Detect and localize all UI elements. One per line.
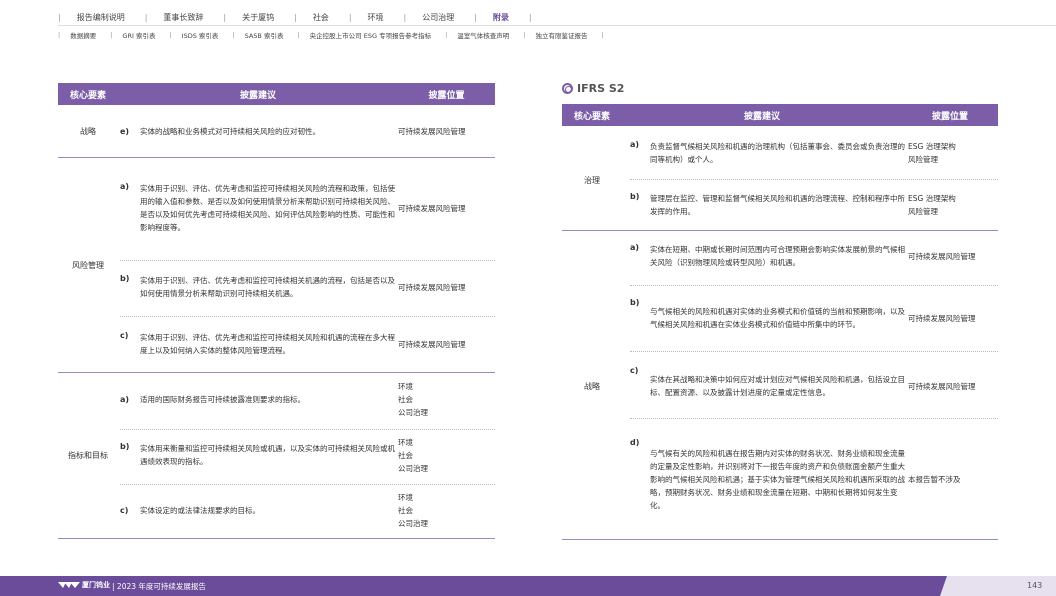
table-row: e) 实体的战略和业务模式对可持续相关风险的应对韧性。 可持续发展风险管理 bbox=[120, 126, 466, 136]
table-row: c) 实体在其战略和决策中如何应对或计划应对气候相关风险和机遇，包括设立目标、配… bbox=[630, 366, 976, 397]
group-metrics-targets: 指标和目标 bbox=[68, 450, 108, 460]
table-row: b) 实体用于识别、评估、优先考虑和监控可持续相关机遇的流程，包括是否以及如何使… bbox=[120, 274, 466, 298]
nav-divider bbox=[58, 25, 1056, 26]
nav-item-environment[interactable]: | 环境 bbox=[348, 12, 384, 22]
nav-item-about[interactable]: | 关于厦钨 bbox=[223, 12, 275, 22]
table-row: b) 实体用来衡量和监控可持续相关风险或机遇，以及实体的可持续相关风险或机遇绩效… bbox=[120, 437, 428, 473]
nav-item-chairman[interactable]: | 董事长致辞 bbox=[144, 12, 204, 22]
group-risk-management: 风险管理 bbox=[72, 260, 104, 270]
group-strategy: 战略 bbox=[584, 381, 600, 391]
header-suggestion: 披露建议 bbox=[239, 90, 276, 101]
table-row: c) 实体设定的或法律法规要求的目标。 环境 社会 公司治理 bbox=[120, 492, 428, 528]
table-row: b) 与气候相关的风险和机遇对实体的业务模式和价值链的当前和预期影响，以及气候相… bbox=[630, 298, 976, 329]
table-row: a) 适用的国际财务报告可持续披露准则要求的指标。 环境 社会 公司治理 bbox=[120, 381, 428, 417]
header-location: 披露位置 bbox=[931, 111, 968, 122]
table-row: a) 实体用于识别、评估、优先考虑和监控可持续相关风险的流程和政策，包括使用的输… bbox=[120, 182, 466, 232]
subnav-ghg-statement[interactable]: 温室气体核查声明 bbox=[457, 32, 510, 40]
divider bbox=[58, 157, 495, 158]
header-core-element: 核心要素 bbox=[573, 111, 610, 122]
divider bbox=[58, 372, 495, 373]
subnav-esg-reference[interactable]: 央企控股上市公司 ESG 专项报告参考指标 bbox=[309, 32, 432, 40]
divider bbox=[562, 230, 998, 231]
table-row: a) 负责监督气候相关风险和机遇的治理机构（包括董事会、委员会或负责治理的同等机… bbox=[630, 140, 956, 164]
table-row: d) 与气候有关的风险和机遇在报告期内对实体的财务状况、财务业绩和现金流量的定量… bbox=[630, 438, 961, 510]
divider bbox=[630, 351, 998, 352]
divider bbox=[630, 418, 998, 419]
divider bbox=[120, 260, 495, 261]
header-core-element: 核心要素 bbox=[69, 90, 106, 101]
logo-mark-icon bbox=[58, 582, 80, 588]
table-row: b) 管理层在监控、管理和监督气候相关风险和机遇的治理流程、控制和程序中所发挥的… bbox=[630, 192, 956, 216]
primary-nav: | 报告编制说明 | 董事长致辞 | 关于厦钨 | 社会 | 环境 | 公司治理 | 附录 | bbox=[58, 10, 548, 24]
table-row: c) 实体用于识别、评估、优先考虑和监控可持续相关风险和机遇的流程在多大程度上以… bbox=[120, 331, 466, 355]
divider bbox=[630, 285, 998, 286]
group-governance: 治理 bbox=[584, 175, 600, 185]
subnav-gri[interactable]: GRI 索引表 bbox=[122, 32, 156, 40]
footer-bar bbox=[0, 576, 1000, 596]
page-number: 143 bbox=[1027, 581, 1043, 590]
subnav-data-summary[interactable]: 数据摘要 bbox=[70, 32, 97, 40]
divider bbox=[120, 429, 495, 430]
divider bbox=[120, 484, 495, 485]
nav-item-society[interactable]: | 社会 bbox=[294, 12, 329, 22]
nav-item-report-notes[interactable]: | 报告编制说明 bbox=[58, 12, 125, 22]
subnav-assurance[interactable]: 独立有限鉴证报告 bbox=[535, 32, 588, 40]
company-logo: 厦门钨业 bbox=[58, 580, 110, 590]
group-strategy: 战略 bbox=[80, 126, 96, 136]
table-row: a) 实体在短期、中期或长期时间范围内可合理预期会影响实体发展前景的气候相关风险… bbox=[630, 243, 976, 267]
header-location: 披露位置 bbox=[428, 90, 465, 101]
secondary-nav: | 数据摘要 | GRI 索引表 | ISDS 索引表 | SASB 索引表 | 央企控股… bbox=[58, 31, 604, 40]
divider bbox=[562, 539, 998, 540]
ifrs-title: IFRS S2 bbox=[562, 82, 624, 95]
circle-icon bbox=[562, 83, 573, 94]
right-table-header: 核心要素 披露建议 披露位置 bbox=[562, 104, 998, 126]
left-table-header: 核心要素 披露建议 披露位置 bbox=[58, 83, 495, 105]
divider bbox=[630, 179, 998, 180]
divider bbox=[58, 538, 495, 539]
nav-item-governance[interactable]: | 公司治理 bbox=[403, 12, 455, 22]
subnav-sasb[interactable]: SASB 索引表 bbox=[244, 32, 284, 40]
footer-bar-light bbox=[940, 576, 1056, 596]
header-suggestion: 披露建议 bbox=[743, 111, 780, 122]
footer: 厦门钨业 | 2023 年度可持续发展报告 143 bbox=[0, 576, 1056, 596]
nav-item-appendix[interactable]: | 附录 | bbox=[474, 12, 532, 22]
subnav-isds[interactable]: ISDS 索引表 bbox=[181, 32, 219, 40]
report-title: | 2023 年度可持续发展报告 bbox=[112, 582, 206, 591]
divider bbox=[120, 316, 495, 317]
